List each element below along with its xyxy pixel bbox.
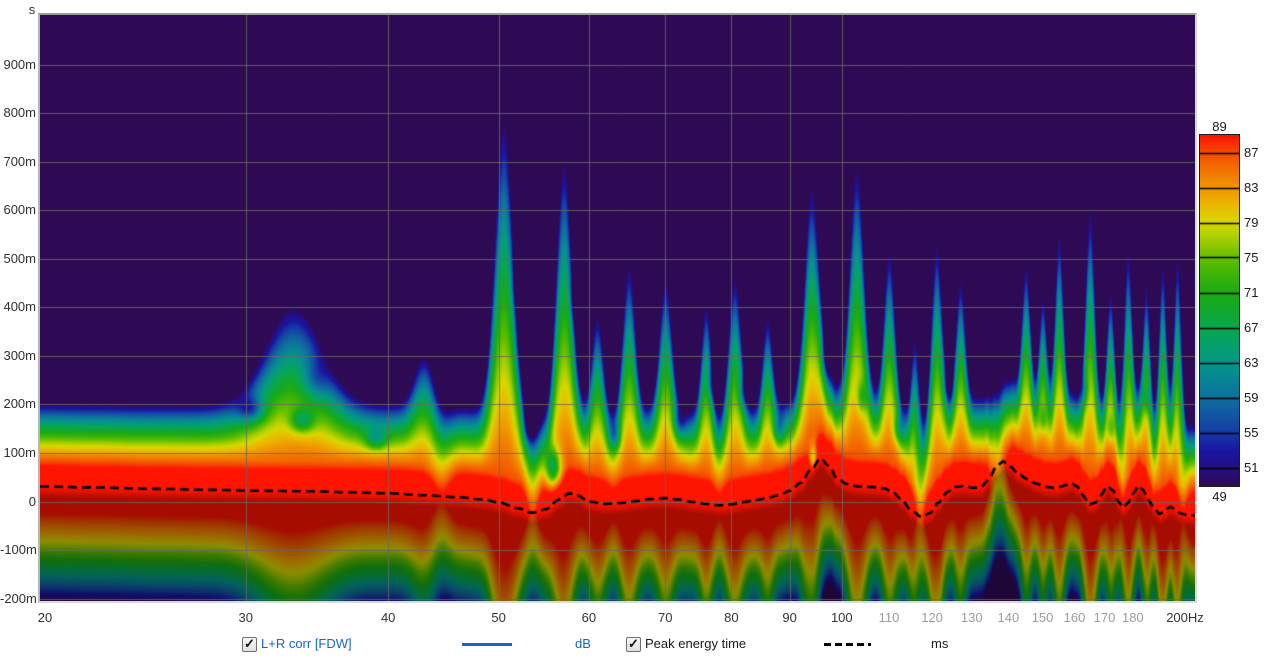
y-tick-label: 300m bbox=[3, 347, 36, 363]
x-tick-label: 30 bbox=[238, 610, 253, 625]
x-tick-label: 70 bbox=[658, 610, 673, 625]
y-tick-label: 400m bbox=[3, 299, 36, 315]
series2-checkbox[interactable]: ✓ bbox=[626, 636, 641, 652]
x-tick-label: 80 bbox=[724, 610, 739, 625]
x-tick-label: 110 bbox=[878, 610, 900, 625]
series1-checkbox[interactable]: ✓ bbox=[242, 636, 257, 652]
x-tick-label: 50 bbox=[491, 610, 506, 625]
series1-line-swatch bbox=[462, 643, 512, 646]
y-axis-unit-label: s bbox=[28, 2, 36, 17]
colorbar-tick-label: 71 bbox=[1244, 284, 1259, 300]
x-tick-label: 170 bbox=[1093, 610, 1116, 625]
x-tick-label: 40 bbox=[380, 610, 396, 625]
y-tick-label: 900m bbox=[3, 56, 36, 72]
y-tick-label: 100m bbox=[3, 444, 36, 460]
colorbar bbox=[1199, 134, 1240, 487]
y-tick-label: 500m bbox=[3, 250, 36, 266]
series1-label[interactable]: L+R corr [FDW] bbox=[261, 636, 352, 651]
colorbar-max-label: 89 bbox=[1212, 119, 1227, 134]
x-tick-label: 180 bbox=[1121, 610, 1144, 625]
series2-label[interactable]: Peak energy time bbox=[645, 636, 747, 651]
x-tick-label: 120 bbox=[921, 610, 943, 625]
x-tick-label: 100 bbox=[830, 610, 853, 625]
x-tick-label: 140 bbox=[997, 610, 1020, 625]
x-tick-label: 160 bbox=[1063, 610, 1086, 625]
check-icon: ✓ bbox=[628, 636, 639, 651]
y-tick-label: 700m bbox=[3, 153, 36, 169]
series2-unit: ms bbox=[931, 636, 949, 651]
colorbar-tick-label: 51 bbox=[1244, 459, 1259, 475]
colorbar-tick-label: 79 bbox=[1244, 214, 1259, 230]
colorbar-tick-label: 67 bbox=[1244, 319, 1259, 335]
series1-unit: dB bbox=[575, 636, 591, 651]
y-tick-label: 600m bbox=[3, 202, 36, 218]
colorbar-tick-label: 75 bbox=[1244, 249, 1259, 265]
y-tick-label: -100m bbox=[0, 542, 37, 558]
x-tick-label: 20 bbox=[37, 610, 53, 625]
y-tick-label: 200m bbox=[3, 396, 36, 412]
x-tick-label: 60 bbox=[581, 610, 597, 625]
y-tick-label: 800m bbox=[3, 105, 36, 121]
x-tick-label: 130 bbox=[960, 610, 983, 625]
plot-area bbox=[38, 13, 1197, 603]
colorbar-tick-label: 55 bbox=[1244, 424, 1259, 440]
colorbar-tick-label: 87 bbox=[1244, 144, 1259, 160]
y-tick-label: -200m bbox=[0, 590, 37, 606]
x-tick-label: 90 bbox=[782, 610, 797, 625]
colorbar-tick-label: 63 bbox=[1244, 354, 1259, 370]
colorbar-tick-label: 83 bbox=[1244, 179, 1259, 195]
check-icon: ✓ bbox=[244, 636, 255, 651]
x-tick-label: 200Hz bbox=[1166, 610, 1204, 625]
x-tick-label: 150 bbox=[1031, 610, 1054, 625]
spectrogram-canvas[interactable] bbox=[40, 15, 1195, 601]
colorbar-gradient bbox=[1200, 135, 1239, 486]
series2-dash-swatch bbox=[824, 643, 871, 646]
colorbar-min-label: 49 bbox=[1212, 489, 1227, 504]
y-tick-label: 0 bbox=[28, 493, 36, 509]
colorbar-tick-label: 59 bbox=[1244, 389, 1259, 405]
